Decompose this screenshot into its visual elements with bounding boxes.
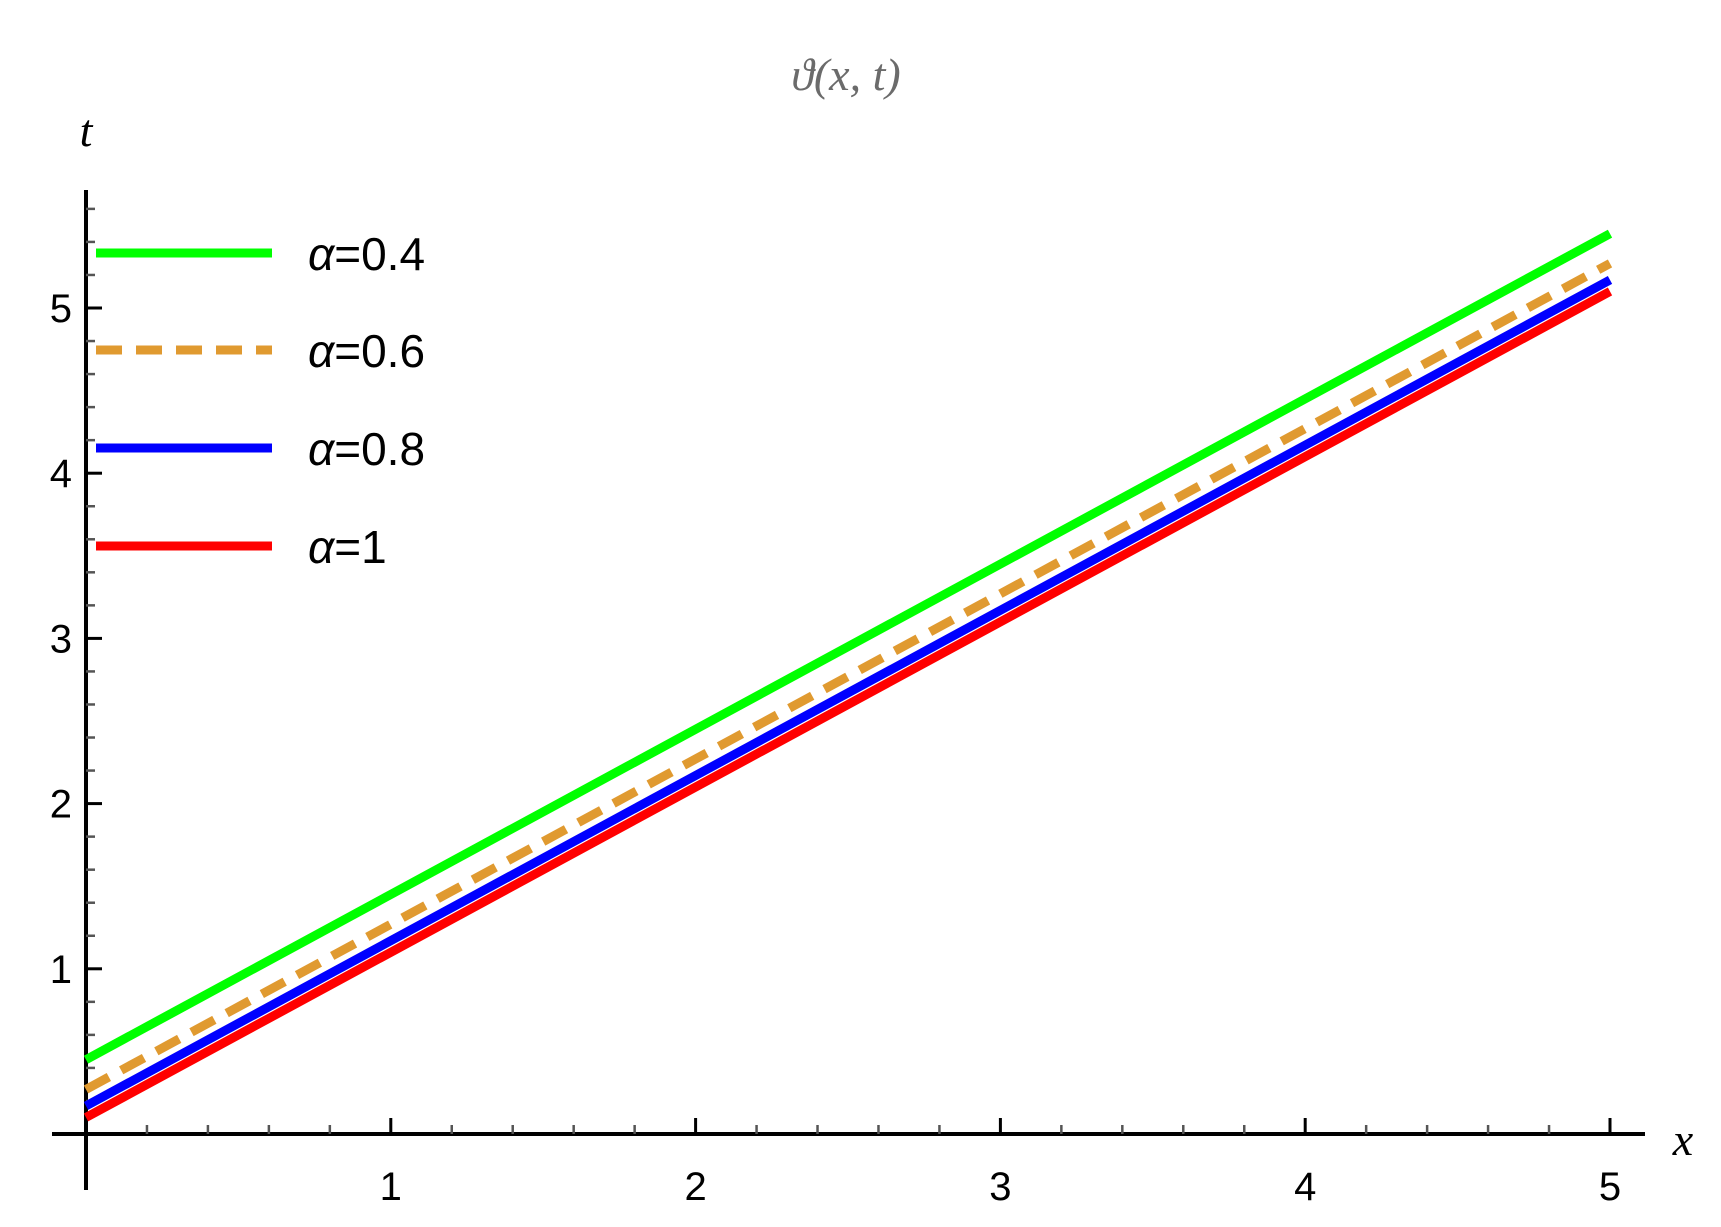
legend: α=0.4α=0.6α=0.8α=1 xyxy=(96,228,425,573)
x-axis-label: x xyxy=(1672,1114,1694,1165)
legend-item: α=0.4 xyxy=(96,228,425,280)
legend-label: α=0.8 xyxy=(308,423,425,475)
x-tick-label: 4 xyxy=(1294,1165,1316,1209)
y-tick-label: 4 xyxy=(50,452,72,496)
legend-alpha-symbol: α xyxy=(308,325,336,377)
y-tick-label: 2 xyxy=(50,783,72,827)
series-line xyxy=(83,287,1613,1122)
legend-label: α=0.4 xyxy=(308,228,425,280)
chart-title: ϑ(x, t) xyxy=(791,49,900,100)
legend-label: α=1 xyxy=(308,521,387,573)
axes: 1 2 3 4 5 1 2 3 4 5 xyxy=(50,190,1645,1209)
series-line xyxy=(83,275,1613,1110)
legend-alpha-value: =0.8 xyxy=(334,423,425,475)
y-axis-label: t xyxy=(80,105,94,156)
x-tick-label: 3 xyxy=(989,1165,1011,1209)
legend-alpha-symbol: α xyxy=(308,423,336,475)
legend-alpha-value: =0.4 xyxy=(334,228,425,280)
legend-alpha-symbol: α xyxy=(308,228,336,280)
legend-label: α=0.6 xyxy=(308,325,425,377)
series-line xyxy=(83,229,1613,1064)
legend-item: α=0.6 xyxy=(96,325,425,377)
x-tick-label: 2 xyxy=(684,1165,706,1209)
legend-item: α=0.8 xyxy=(96,423,425,475)
y-tick-label: 3 xyxy=(50,617,72,661)
series-line xyxy=(83,259,1613,1094)
y-tick-label: 1 xyxy=(50,948,72,992)
legend-alpha-value: =0.6 xyxy=(334,325,425,377)
series-layer xyxy=(83,229,1613,1122)
legend-item: α=1 xyxy=(96,521,387,573)
legend-alpha-symbol: α xyxy=(308,521,336,573)
x-tick-label: 5 xyxy=(1599,1165,1621,1209)
y-tick-label: 5 xyxy=(50,287,72,331)
x-tick-label: 1 xyxy=(380,1165,402,1209)
legend-alpha-value: =1 xyxy=(334,521,386,573)
